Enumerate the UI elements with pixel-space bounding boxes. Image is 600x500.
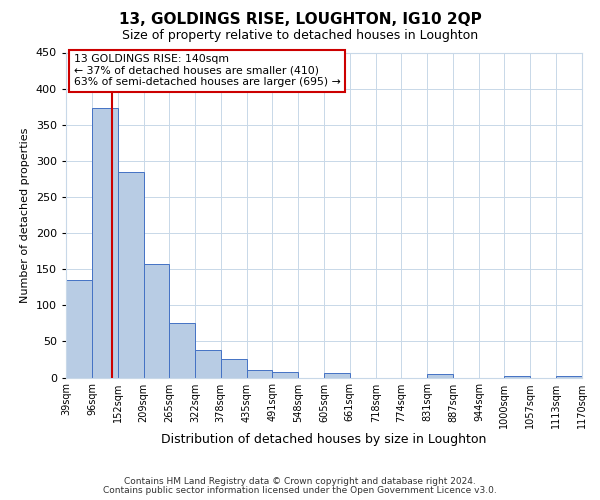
Bar (66, 280, 92, 378)
Bar (195, 350, 221, 378)
Bar (221, 360, 247, 378)
Bar (556, 376, 582, 378)
Bar (118, 172, 143, 378)
Text: Contains HM Land Registry data © Crown copyright and database right 2024.: Contains HM Land Registry data © Crown c… (124, 477, 476, 486)
Text: Contains public sector information licensed under the Open Government Licence v3: Contains public sector information licen… (103, 486, 497, 495)
Text: 13, GOLDINGS RISE, LOUGHTON, IG10 2QP: 13, GOLDINGS RISE, LOUGHTON, IG10 2QP (119, 12, 481, 28)
Text: 13 GOLDINGS RISE: 140sqm
← 37% of detached houses are smaller (410)
63% of semi-: 13 GOLDINGS RISE: 140sqm ← 37% of detach… (74, 54, 340, 88)
Bar (143, 264, 169, 378)
Bar (427, 374, 453, 378)
Bar (247, 370, 272, 378)
Bar (169, 324, 195, 378)
Bar (505, 376, 530, 378)
X-axis label: Distribution of detached houses by size in Loughton: Distribution of detached houses by size … (161, 434, 487, 446)
Text: Size of property relative to detached houses in Loughton: Size of property relative to detached ho… (122, 29, 478, 42)
Bar (272, 372, 298, 378)
Bar (92, 108, 118, 378)
Y-axis label: Number of detached properties: Number of detached properties (20, 128, 30, 302)
Bar (324, 373, 350, 378)
